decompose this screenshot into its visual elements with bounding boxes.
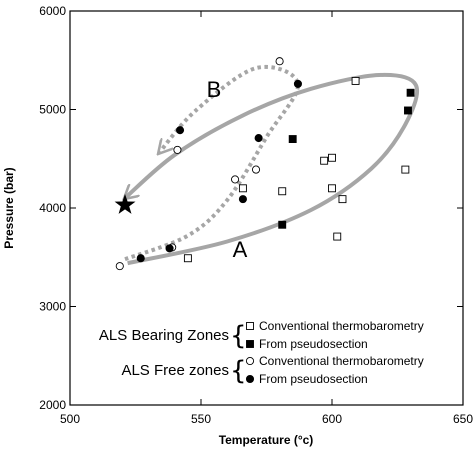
point-open-square [238,184,247,193]
point-open-square [328,153,336,162]
legend-group-label: ALS Free zones [121,362,229,379]
point-open-circle [275,57,284,66]
point-filled-circle [254,134,263,143]
legend-entry-label: Conventional thermobarometry [259,354,424,368]
point-open-circle [251,165,261,174]
point-open-square [320,156,329,165]
y-tick-label: 6000 [39,4,66,18]
pt-path-b [124,65,300,262]
y-tick-label: 4000 [39,201,66,215]
x-tick-label: 600 [322,412,342,426]
star-marker [114,194,136,214]
point-filled-circle [136,254,145,263]
point-filled-square [406,88,415,97]
point-open-circle [231,175,240,184]
pt-path-a [125,72,420,266]
point-open-square [338,195,347,204]
legend-group-label: ALS Bearing Zones [99,327,229,344]
path-labels: AB [207,77,248,262]
legend: ALS Bearing Zones{ Conventional thermobar… [99,319,424,386]
y-tick-label: 5000 [39,103,66,117]
point-filled-circle [175,126,185,135]
x-tick-label: 650 [453,412,473,426]
point-filled-circle [293,79,302,88]
legend-marker-open-circle [245,356,255,366]
point-open-square [351,76,360,85]
legend-marker-filled-circle [245,374,255,384]
y-axis-title: Pressure (bar) [2,167,16,248]
point-open-square [328,184,336,193]
x-tick-label: 500 [60,412,80,426]
x-axis-title: Temperature (°c) [219,433,314,447]
legend-marker-open-square [246,322,254,330]
data-points [114,57,415,271]
legend-entry-label: From pseudosection [259,372,368,386]
legend-marker-filled-square [246,340,254,348]
point-open-square [401,165,410,174]
point-filled-square [278,220,287,229]
axis-ticks: 500 550 600 650 2000 3000 4000 5000 6000 [39,4,473,426]
legend-brace: { [230,356,247,386]
point-open-circle [115,262,124,271]
point-filled-square [404,106,412,115]
point-open-circle [173,145,182,154]
path-label-b: B [207,77,222,102]
point-filled-circle [238,195,247,204]
legend-brace: { [230,321,247,351]
y-tick-label: 3000 [39,300,66,314]
y-tick-label: 2000 [39,398,66,412]
legend-entry-label: From pseudosection [259,337,368,351]
point-open-square [278,187,287,196]
path-label-a: A [233,237,248,262]
point-open-square [183,254,192,263]
point-filled-circle [165,244,174,253]
pt-paths [124,65,420,266]
legend-entry-label: Conventional thermobarometry [259,319,424,333]
x-tick-label: 550 [191,412,211,426]
point-filled-square [288,135,297,144]
point-open-square [333,232,342,241]
